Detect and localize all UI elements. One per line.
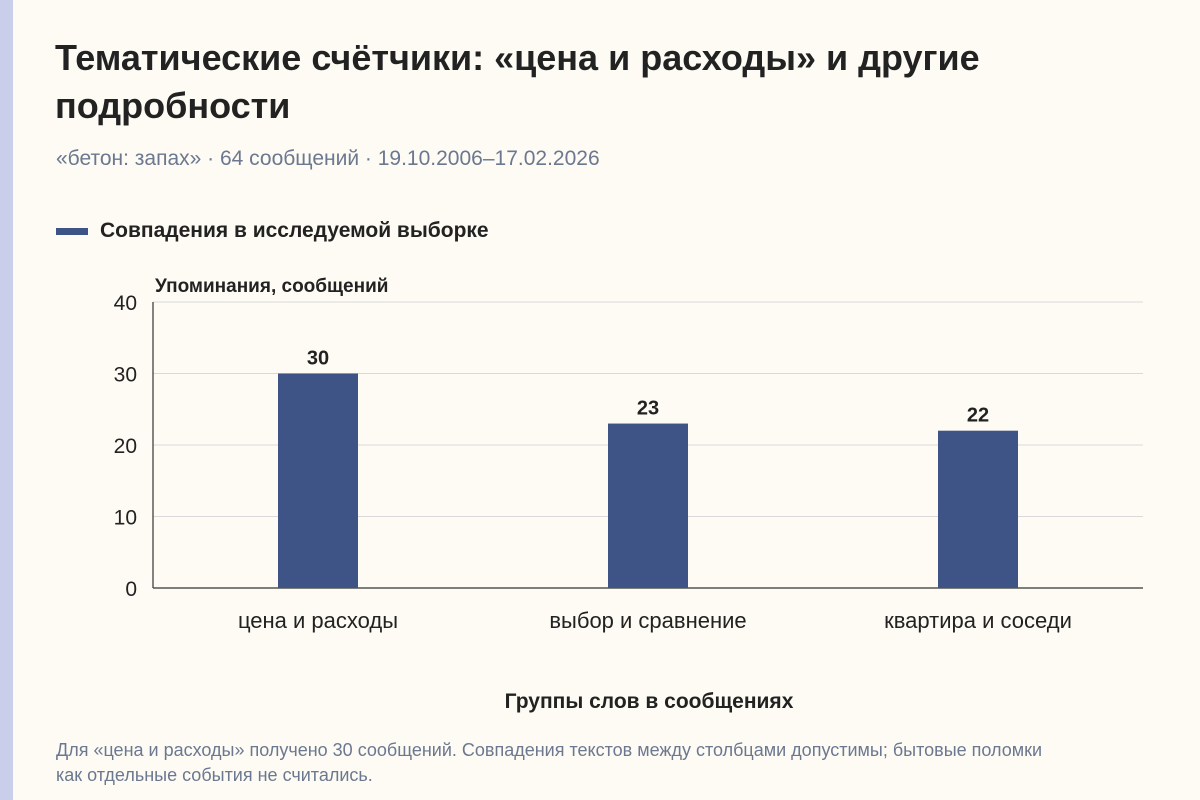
- chart-subtitle: «бетон: запах» · 64 сообщений · 19.10.20…: [56, 147, 600, 170]
- legend: Совпадения в исследуемой выборке: [56, 219, 489, 243]
- x-tick-label: выбор и сравнение: [549, 608, 746, 633]
- data-label: 30: [307, 348, 329, 370]
- bar: [278, 373, 358, 588]
- x-tick-label: квартира и соседи: [884, 608, 1072, 633]
- y-tick-label: 20: [114, 435, 137, 458]
- legend-label: Совпадения в исследуемой выборке: [100, 219, 489, 242]
- y-tick-label: 0: [125, 578, 137, 601]
- chart-caption: Для «цена и расходы» получено 30 сообщен…: [56, 740, 1043, 785]
- data-label: 22: [967, 405, 989, 427]
- x-tick-label: цена и расходы: [238, 608, 398, 633]
- legend-swatch: [56, 227, 88, 235]
- y-tick-label: 10: [114, 507, 137, 530]
- axes: 0 10 20 30 40 цена и расходы выбор и сравнение…: [114, 292, 1143, 633]
- y-tick-label: 30: [114, 364, 137, 387]
- bar: [608, 423, 688, 588]
- data-labels: 30 23 22: [307, 348, 989, 427]
- y-axis-title: Упоминания, сообщений: [155, 276, 388, 297]
- y-tick-label: 40: [114, 292, 137, 315]
- chart-title: Тематические счётчики: «цена и расходы» …: [55, 37, 980, 126]
- data-label: 23: [637, 398, 659, 420]
- accent-strip: [0, 0, 13, 800]
- bars: [278, 373, 1018, 588]
- x-axis-title: Группы слов в сообщениях: [505, 690, 794, 713]
- bar: [938, 430, 1018, 588]
